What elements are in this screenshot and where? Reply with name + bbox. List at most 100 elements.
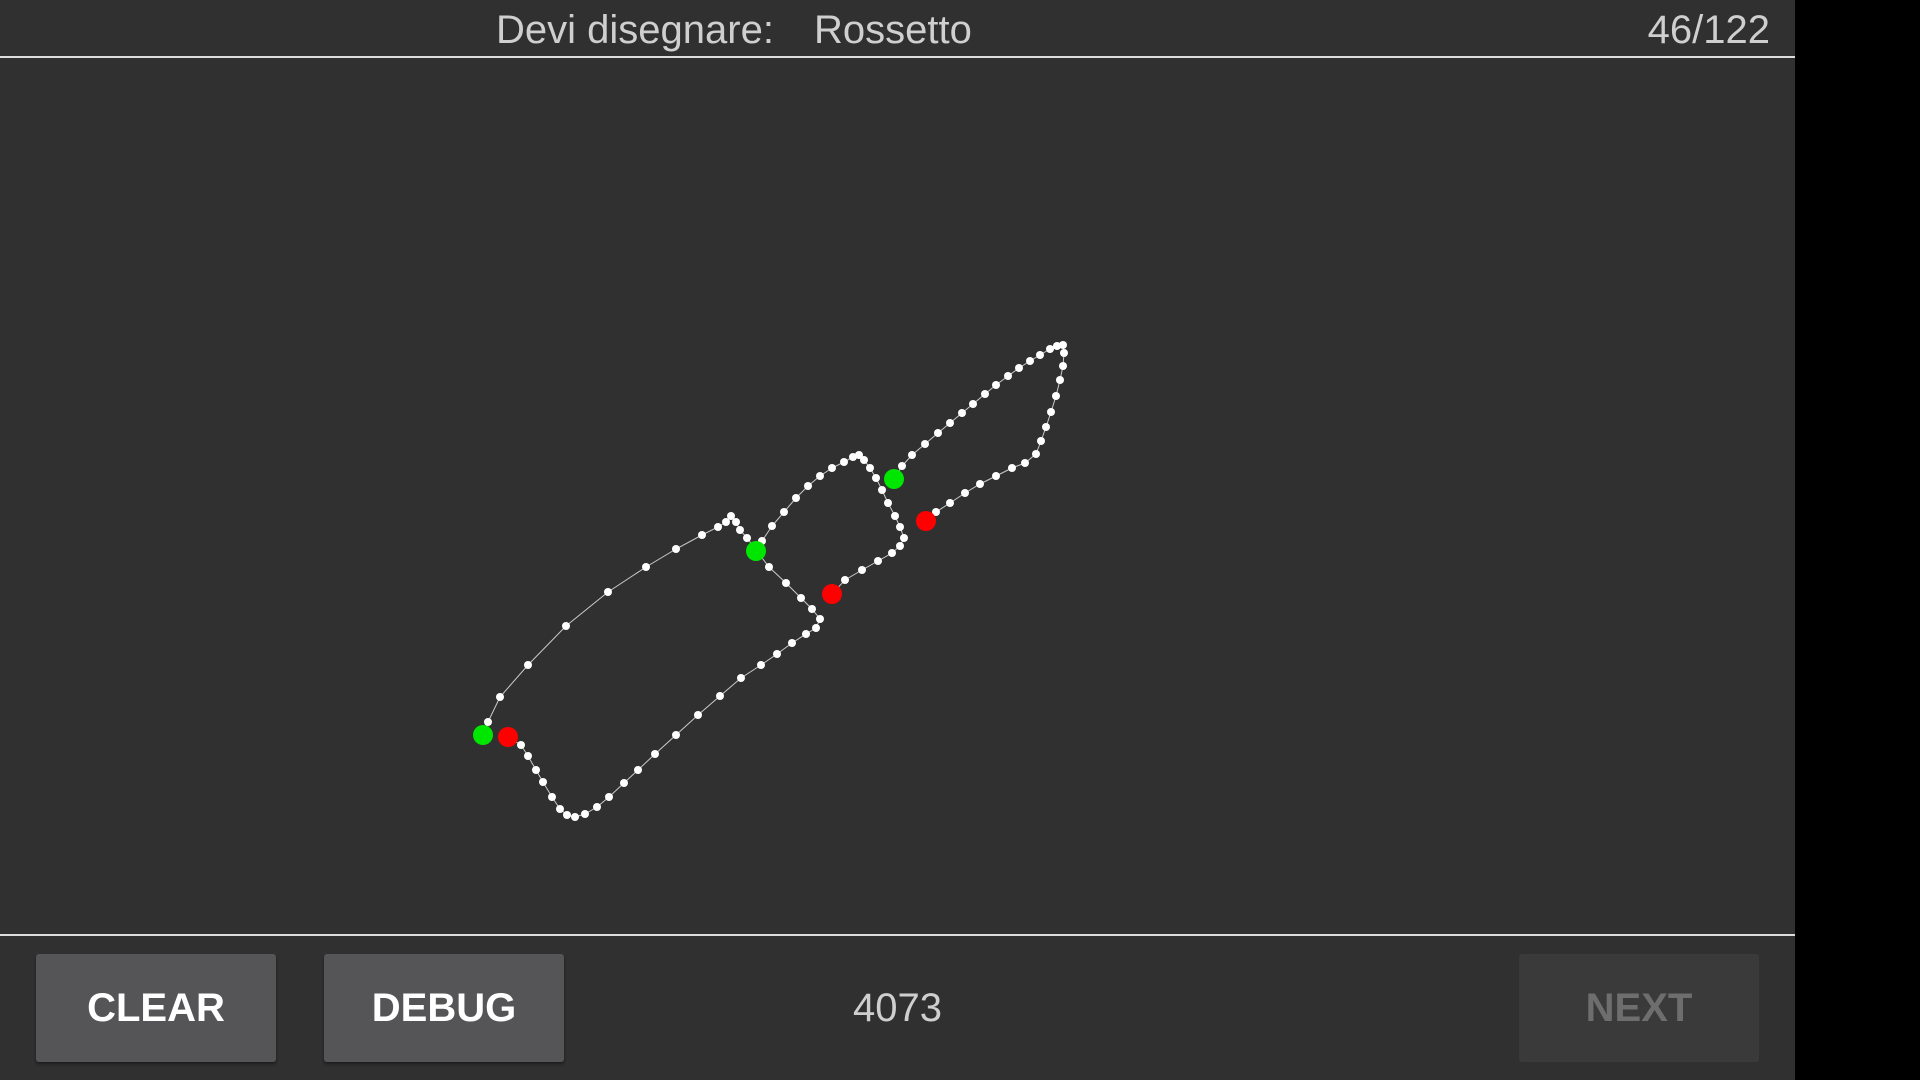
stroke-point xyxy=(812,624,820,632)
stroke-point xyxy=(780,508,788,516)
next-button[interactable]: NEXT xyxy=(1519,954,1759,1062)
stroke-point xyxy=(874,557,882,565)
drawing-app: Devi disegnare: Rossetto 46/122 CLEAR DE… xyxy=(0,0,1795,1080)
header-divider xyxy=(0,56,1795,58)
header-bar: Devi disegnare: Rossetto 46/122 xyxy=(0,0,1795,57)
stroke-point xyxy=(737,674,745,682)
stroke-point xyxy=(604,588,612,596)
stroke-point xyxy=(816,472,824,480)
stroke-point xyxy=(496,693,504,701)
stroke-point xyxy=(539,778,547,786)
stroke-point xyxy=(840,458,848,466)
stroke-start-marker xyxy=(884,469,904,489)
stroke-point xyxy=(898,462,906,470)
stroke-point xyxy=(969,400,977,408)
prompt-word: Rossetto xyxy=(814,8,972,52)
stroke-point xyxy=(642,563,650,571)
stroke-point xyxy=(757,661,765,669)
stroke-point xyxy=(517,741,525,749)
stroke-point xyxy=(992,472,1000,480)
stroke-point xyxy=(908,451,916,459)
stroke-point xyxy=(1056,376,1064,384)
stroke-point xyxy=(891,512,899,520)
stroke-point xyxy=(934,429,942,437)
stroke-point xyxy=(484,718,492,726)
stroke-point xyxy=(1008,464,1016,472)
drawing-canvas[interactable] xyxy=(0,58,1795,934)
stroke-end-marker xyxy=(916,511,936,531)
stroke-point xyxy=(524,752,532,760)
stroke-point xyxy=(651,750,659,758)
stroke-point xyxy=(672,731,680,739)
stroke-line xyxy=(755,454,905,595)
stroke-point xyxy=(932,508,940,516)
stroke-point xyxy=(782,579,790,587)
stroke-point xyxy=(946,499,954,507)
stroke-point xyxy=(1047,408,1055,416)
stroke-point xyxy=(797,594,805,602)
stroke-point xyxy=(802,630,810,638)
stroke-point xyxy=(714,523,722,531)
stroke-point xyxy=(765,563,773,571)
stroke-point xyxy=(804,482,812,490)
stroke-point xyxy=(1060,349,1068,357)
stroke-end-marker xyxy=(822,584,842,604)
stroke-point xyxy=(896,542,904,550)
stroke-point xyxy=(1021,459,1029,467)
stroke-point xyxy=(946,419,954,427)
stroke-start-marker xyxy=(746,541,766,561)
stroke-point xyxy=(722,518,730,526)
stroke-point xyxy=(524,661,532,669)
point-counter: 4073 xyxy=(853,986,942,1030)
stroke-point xyxy=(532,766,540,774)
stroke-point xyxy=(1036,351,1044,359)
stroke-point xyxy=(981,390,989,398)
stroke-point xyxy=(548,793,556,801)
stroke-point xyxy=(1052,392,1060,400)
stroke-point xyxy=(727,512,735,520)
stroke-line xyxy=(893,344,1065,522)
stroke-point xyxy=(1004,372,1012,380)
stroke-point xyxy=(888,549,896,557)
stroke-point xyxy=(855,451,863,459)
stroke-point xyxy=(736,526,744,534)
stroke-point xyxy=(900,534,908,542)
stroke-point xyxy=(732,518,740,526)
stroke-point xyxy=(961,489,969,497)
stroke-point xyxy=(872,474,880,482)
stroke-point xyxy=(581,810,589,818)
stroke-point xyxy=(921,440,929,448)
stroke-point xyxy=(884,499,892,507)
stroke-point xyxy=(841,576,849,584)
stroke-point xyxy=(808,605,816,613)
stroke-point xyxy=(605,793,613,801)
stroke-point xyxy=(768,522,776,530)
stroke-point xyxy=(992,381,1000,389)
stroke-point xyxy=(958,409,966,417)
stroke-point xyxy=(716,692,724,700)
stroke-start-marker xyxy=(473,725,493,745)
stroke-point xyxy=(1053,342,1061,350)
clear-button[interactable]: CLEAR xyxy=(36,954,276,1062)
stroke-point xyxy=(792,494,800,502)
stroke-point xyxy=(1059,341,1067,349)
stroke-point xyxy=(743,534,751,542)
stroke-point xyxy=(563,811,571,819)
stroke-point xyxy=(1042,423,1050,431)
stroke-point xyxy=(773,650,781,658)
stroke-point xyxy=(1059,362,1067,370)
sketch-drawing xyxy=(473,341,1068,821)
stroke-point xyxy=(816,615,824,623)
stroke-point xyxy=(858,566,866,574)
stroke-point xyxy=(571,813,579,821)
stroke-point xyxy=(1026,357,1034,365)
stroke-point xyxy=(1037,437,1045,445)
footer-divider xyxy=(0,934,1795,936)
stroke-point xyxy=(556,805,564,813)
stroke-point xyxy=(896,523,904,531)
stroke-point xyxy=(788,639,796,647)
stroke-point xyxy=(672,545,680,553)
debug-button[interactable]: DEBUG xyxy=(324,954,564,1062)
stroke-point xyxy=(698,531,706,539)
stroke-point xyxy=(593,803,601,811)
